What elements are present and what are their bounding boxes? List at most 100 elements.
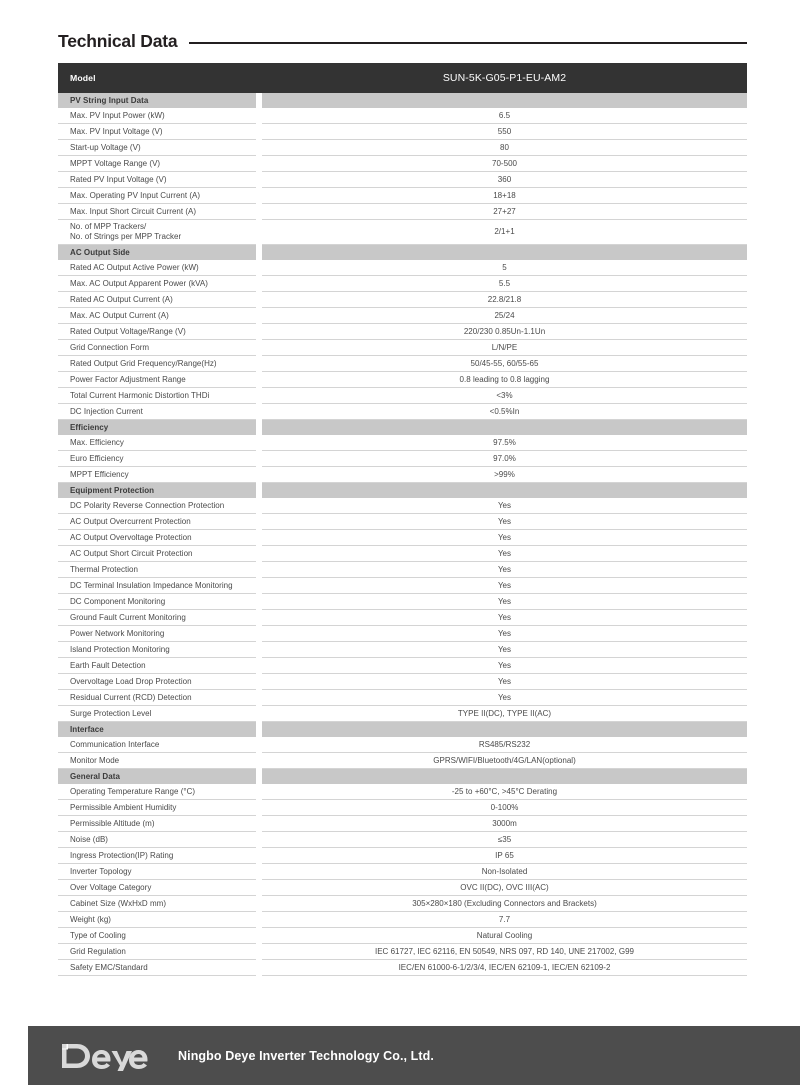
spec-value-cell: IP 65 [262, 848, 747, 864]
spec-value-cell: Yes [262, 626, 747, 642]
spec-row: Ingress Protection(IP) Rating IP 65 [58, 848, 747, 864]
spec-label-cell: Max. Operating PV Input Current (A) [58, 188, 256, 204]
spec-label: Max. Efficiency [70, 437, 124, 447]
section-header-label: Interface [70, 725, 104, 734]
spec-value: 97.5% [493, 437, 516, 447]
spec-label: Rated Output Voltage/Range (V) [70, 326, 186, 336]
spec-label: No. of MPP Trackers/ No. of Strings per … [70, 222, 182, 241]
spec-value: Yes [497, 644, 512, 654]
spec-row: DC Polarity Reverse Connection Protectio… [58, 498, 747, 514]
spec-value: 2/1+1 [494, 227, 515, 237]
spec-row: Surge Protection Level TYPE II(DC), TYPE … [58, 706, 747, 722]
spec-value: >99% [494, 469, 515, 479]
spec-value-cell: 70-500 [262, 156, 747, 172]
spec-value-cell: 5.5 [262, 276, 747, 292]
spec-value: Yes [497, 660, 512, 670]
spec-row: Weight (kg) 7.7 [58, 912, 747, 928]
spec-label: Max. AC Output Current (A) [70, 310, 169, 320]
spec-value: 50/45-55, 60/55-65 [470, 358, 539, 368]
spec-value-cell: 305×280×180 (Excluding Connectors and Br… [262, 896, 747, 912]
spec-value-cell: 2/1+1 [262, 220, 747, 245]
spec-value-cell: IEC/EN 61000-6-1/2/3/4, IEC/EN 62109-1, … [262, 960, 747, 976]
spec-label: Total Current Harmonic Distortion THDi [70, 390, 210, 400]
spec-value: -25 to +60°C, >45°C Derating [451, 786, 558, 796]
technical-data-table: Model SUN-5K-G05-P1-EU-AM2 PV String Input… [58, 63, 747, 976]
footer-bar: Ningbo Deye Inverter Technology Co., Ltd… [28, 1026, 800, 1085]
spec-label: Start-up Voltage (V) [70, 142, 141, 152]
section-header-row: Efficiency [58, 420, 747, 435]
section-header-value-cell [262, 483, 747, 498]
spec-label-cell: Rated PV Input Voltage (V) [58, 172, 256, 188]
spec-label: Max. PV Input Power (kW) [70, 110, 165, 120]
spec-label-cell: AC Output Overcurrent Protection [58, 514, 256, 530]
spec-value-cell: Yes [262, 514, 747, 530]
spec-value: OVC II(DC), OVC III(AC) [460, 882, 549, 892]
spec-row: MPPT Efficiency >99% [58, 467, 747, 483]
section-header-value-cell [262, 420, 747, 435]
spec-value: IEC/EN 61000-6-1/2/3/4, IEC/EN 62109-1, … [398, 962, 611, 972]
spec-label-cell: Rated AC Output Current (A) [58, 292, 256, 308]
spec-value-cell: 6.5 [262, 108, 747, 124]
spec-label-cell: Cabinet Size (WxHxD mm) [58, 896, 256, 912]
spec-value-cell: Non-Isolated [262, 864, 747, 880]
spec-value: 6.5 [498, 110, 511, 120]
spec-label: AC Output Overcurrent Protection [70, 516, 191, 526]
spec-label: AC Output Overvoltage Protection [70, 532, 192, 542]
spec-label-cell: Max. Input Short Circuit Current (A) [58, 204, 256, 220]
spec-row: Max. PV Input Power (kW) 6.5 [58, 108, 747, 124]
spec-value-cell: OVC II(DC), OVC III(AC) [262, 880, 747, 896]
spec-value: 80 [500, 142, 509, 152]
spec-label-cell: Max. PV Input Voltage (V) [58, 124, 256, 140]
spec-value-cell: Yes [262, 642, 747, 658]
section-header-row: Interface [58, 722, 747, 737]
spec-row: AC Output Short Circuit Protection Yes [58, 546, 747, 562]
spec-label-cell: DC Component Monitoring [58, 594, 256, 610]
section-header-label-cell: PV String Input Data [58, 93, 256, 108]
spec-label-cell: Communication Interface [58, 737, 256, 753]
spec-value-cell: Yes [262, 690, 747, 706]
spec-label: Over Voltage Category [70, 882, 152, 892]
spec-value-cell: 3000m [262, 816, 747, 832]
spec-value: RS485/RS232 [478, 739, 531, 749]
spec-label: Communication Interface [70, 739, 160, 749]
spec-label-cell: Overvoltage Load Drop Protection [58, 674, 256, 690]
spec-value-cell: IEC 61727, IEC 62116, EN 50549, NRS 097,… [262, 944, 747, 960]
spec-label-cell: Ingress Protection(IP) Rating [58, 848, 256, 864]
section-header-label-cell: AC Output Side [58, 245, 256, 260]
spec-label: Inverter Topology [70, 866, 132, 876]
spec-label: Permissible Ambient Humidity [70, 802, 177, 812]
column-gap [256, 722, 262, 737]
spec-label: Noise (dB) [70, 834, 108, 844]
spec-value: 5 [502, 262, 507, 272]
spec-label-cell: Rated AC Output Active Power (kW) [58, 260, 256, 276]
spec-value: Yes [497, 548, 512, 558]
spec-label: Euro Efficiency [70, 453, 124, 463]
spec-value: Non-Isolated [481, 866, 528, 876]
spec-row: Communication Interface RS485/RS232 [58, 737, 747, 753]
spec-row: Noise (dB) ≤35 [58, 832, 747, 848]
spec-label: Safety EMC/Standard [70, 962, 148, 972]
section-header-label: AC Output Side [70, 248, 130, 257]
spec-value-cell: Yes [262, 610, 747, 626]
spec-row: Safety EMC/Standard IEC/EN 61000-6-1/2/3/… [58, 960, 747, 976]
spec-value-cell: 97.0% [262, 451, 747, 467]
spec-row: AC Output Overvoltage Protection Yes [58, 530, 747, 546]
spec-value-cell: Yes [262, 546, 747, 562]
spec-row: Monitor Mode GPRS/WIFI/Bluetooth/4G/LAN(o… [58, 753, 747, 769]
model-header-value: SUN-5K-G05-P1-EU-AM2 [442, 72, 567, 84]
spec-label: Grid Connection Form [70, 342, 150, 352]
section-header-label-cell: Efficiency [58, 420, 256, 435]
spec-value: 0.8 leading to 0.8 lagging [459, 374, 550, 384]
spec-label: Monitor Mode [70, 755, 120, 765]
spec-value: Yes [497, 596, 512, 606]
section-header-label-cell: General Data [58, 769, 256, 784]
spec-label-cell: Ground Fault Current Monitoring [58, 610, 256, 626]
spec-value: Yes [497, 500, 512, 510]
spec-row: Rated Output Voltage/Range (V) 220/230 0.… [58, 324, 747, 340]
spec-row: Earth Fault Detection Yes [58, 658, 747, 674]
spec-value: 3000m [492, 818, 517, 828]
spec-row: Max. AC Output Apparent Power (kVA) 5.5 [58, 276, 747, 292]
spec-row: AC Output Overcurrent Protection Yes [58, 514, 747, 530]
spec-value-cell: Yes [262, 578, 747, 594]
